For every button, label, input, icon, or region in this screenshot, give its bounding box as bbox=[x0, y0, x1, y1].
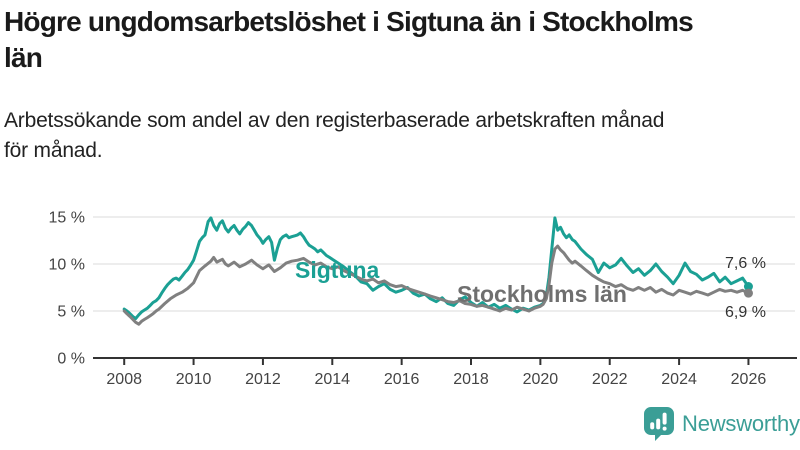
x-axis-label-2010: 2010 bbox=[176, 371, 212, 388]
y-axis-label-15: 15 % bbox=[49, 210, 85, 227]
end-value-label-sigtuna: 7,6 % bbox=[725, 255, 766, 272]
x-axis-label-2026: 2026 bbox=[731, 371, 767, 388]
y-axis-label-5: 5 % bbox=[57, 304, 85, 321]
series-label-sigtuna: Sigtuna bbox=[295, 257, 380, 283]
x-axis-label-2008: 2008 bbox=[106, 371, 142, 388]
series-end-dot-sigtuna bbox=[743, 282, 753, 292]
x-axis-label-2024: 2024 bbox=[661, 371, 697, 388]
series-line-stockholms-l-n bbox=[122, 244, 750, 326]
series-label-stockholms-lan: Stockholms län bbox=[457, 281, 627, 307]
x-axis-label-2018: 2018 bbox=[453, 371, 489, 388]
x-axis-label-2016: 2016 bbox=[384, 371, 420, 388]
grid-layer: 0 % 5 % 10 % 15 % bbox=[49, 210, 795, 368]
chart-title: Högre ungdomsarbetslöshet i Sigtuna än i… bbox=[4, 4, 784, 76]
series-end-dot-stockholms-l-n bbox=[743, 288, 753, 298]
end-value-label-stockholms-lan: 6,9 % bbox=[725, 304, 766, 321]
newsworthy-wordmark: Newsworthy bbox=[682, 411, 800, 436]
series-layer bbox=[122, 216, 753, 326]
chart-subtitle: Arbetssökande som andel av den registerb… bbox=[4, 106, 784, 166]
x-axis-label-2022: 2022 bbox=[592, 371, 628, 388]
chart-title-line-2: län bbox=[4, 42, 43, 73]
newsworthy-logo[interactable]: Newsworthy bbox=[644, 407, 800, 441]
series-line-sigtuna bbox=[122, 216, 750, 320]
x-axis-label-2014: 2014 bbox=[314, 371, 350, 388]
chart-subtitle-line-2: för månad. bbox=[4, 139, 103, 162]
x-axis: 2008 2010 2012 2014 2016 2018 2020 2022 2024 2026 bbox=[93, 357, 797, 388]
chart-subtitle-line-1: Arbetssökande som andel av den registerb… bbox=[4, 109, 665, 132]
x-axis-label-2020: 2020 bbox=[523, 371, 559, 388]
newsworthy-icon bbox=[644, 407, 674, 441]
x-axis-label-2012: 2012 bbox=[245, 371, 281, 388]
chart-title-line-1: Högre ungdomsarbetslöshet i Sigtuna än i… bbox=[4, 6, 694, 37]
y-axis-label-10: 10 % bbox=[49, 257, 85, 274]
y-axis-label-0: 0 % bbox=[57, 351, 85, 368]
